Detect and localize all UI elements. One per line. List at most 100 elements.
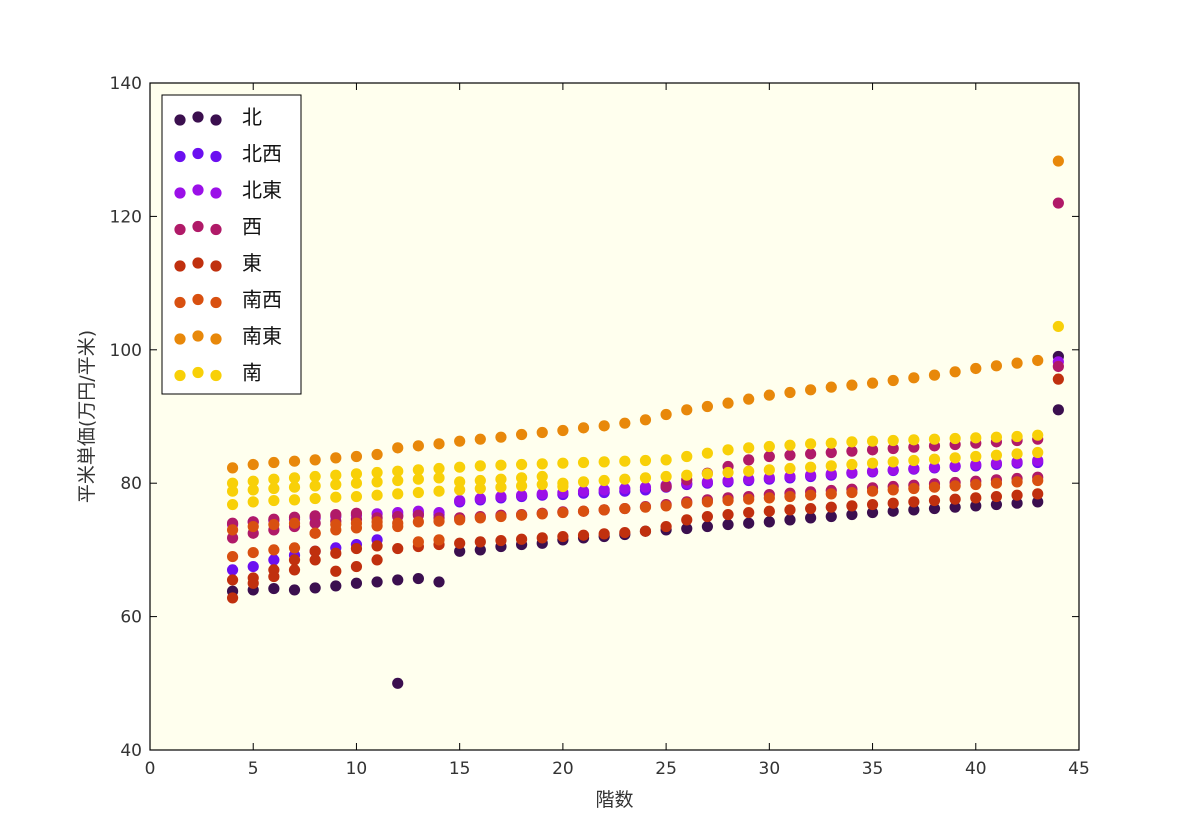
point-0-35 xyxy=(949,501,961,513)
point-5-37 xyxy=(990,477,1003,489)
point-2-37 xyxy=(990,457,1003,469)
legend-marker xyxy=(192,330,204,342)
point-7-58 xyxy=(577,456,590,469)
point-2-38 xyxy=(1011,456,1023,468)
point-7-59 xyxy=(598,456,610,468)
point-1-2 xyxy=(268,554,280,566)
legend-label: 西 xyxy=(242,215,262,239)
point-6-16 xyxy=(557,424,569,437)
point-3-48 xyxy=(660,480,672,493)
point-4-7 xyxy=(371,540,383,552)
point-3-67 xyxy=(1052,360,1064,373)
point-7-6 xyxy=(350,490,363,503)
point-6-26 xyxy=(763,389,775,401)
point-7-5 xyxy=(330,491,342,503)
point-4-13 xyxy=(495,534,507,547)
point-4-27 xyxy=(784,504,796,516)
point-7-95 xyxy=(516,472,528,484)
point-7-60 xyxy=(619,455,631,467)
point-5-12 xyxy=(474,512,486,524)
point-6-34 xyxy=(928,369,941,381)
point-7-36 xyxy=(970,450,982,463)
point-4-16 xyxy=(557,530,569,543)
point-0-8 xyxy=(392,574,404,586)
point-5-3 xyxy=(288,542,301,554)
point-7-2 xyxy=(268,494,280,507)
legend-marker xyxy=(174,369,186,382)
legend-marker xyxy=(192,184,204,196)
point-0-12 xyxy=(474,544,486,556)
data-points xyxy=(226,155,1064,689)
point-7-8 xyxy=(392,488,404,500)
point-4-25 xyxy=(743,506,755,519)
legend-item: 北 xyxy=(174,105,262,129)
point-3-46 xyxy=(330,508,342,521)
point-6-14 xyxy=(516,428,528,441)
point-7-27 xyxy=(784,462,796,475)
point-7-83 xyxy=(268,482,280,495)
point-3-55 xyxy=(805,448,817,460)
point-2-19 xyxy=(619,482,631,495)
point-3-59 xyxy=(887,442,899,455)
point-5-20 xyxy=(639,501,652,513)
point-7-45 xyxy=(309,470,321,483)
legend-item: 南西 xyxy=(174,288,282,312)
point-7-66 xyxy=(743,442,755,454)
point-5-9 xyxy=(412,516,424,528)
point-5-23 xyxy=(701,496,714,508)
plot-frame xyxy=(149,82,1080,751)
legend-marker xyxy=(210,296,222,309)
point-0-7 xyxy=(371,576,383,588)
point-3-52 xyxy=(743,454,755,466)
point-7-12 xyxy=(474,482,486,495)
point-7-15 xyxy=(536,478,548,491)
point-4-39 xyxy=(1032,488,1044,500)
point-2-32 xyxy=(887,464,899,476)
legend-label: 南 xyxy=(242,361,262,385)
point-7-39 xyxy=(1032,446,1044,459)
point-6-2 xyxy=(268,456,280,469)
point-4-3 xyxy=(288,564,301,576)
legend-item: 南 xyxy=(174,361,262,385)
point-0-22 xyxy=(681,522,693,535)
point-7-14 xyxy=(516,480,528,492)
point-3-47 xyxy=(350,507,363,519)
point-5-34 xyxy=(928,481,941,493)
legend-marker xyxy=(210,369,222,382)
point-7-52 xyxy=(454,461,466,473)
point-5-24 xyxy=(722,494,734,507)
point-7-89 xyxy=(392,474,404,487)
point-4-19 xyxy=(619,526,631,539)
legend-item: 北西 xyxy=(174,142,282,166)
point-6-8 xyxy=(392,442,404,454)
point-6-20 xyxy=(639,414,652,426)
y-tick-label: 80 xyxy=(120,474,142,494)
point-0-4 xyxy=(309,582,321,594)
point-3-58 xyxy=(866,444,879,456)
point-6-13 xyxy=(495,431,507,443)
point-7-73 xyxy=(887,434,899,447)
point-5-45 xyxy=(330,518,342,531)
point-4-47 xyxy=(350,560,363,573)
point-2-12 xyxy=(474,492,486,505)
point-7-13 xyxy=(495,481,507,493)
legend-marker xyxy=(192,257,204,269)
point-7-38 xyxy=(1011,448,1023,460)
x-axis-label: 階数 xyxy=(595,789,633,811)
point-7-0 xyxy=(226,498,239,511)
x-tick-label: 35 xyxy=(862,759,884,779)
point-6-6 xyxy=(350,450,363,463)
point-3-0 xyxy=(226,532,239,544)
point-7-92 xyxy=(454,476,466,488)
point-7-3 xyxy=(288,494,301,506)
point-2-20 xyxy=(639,481,652,493)
point-4-4 xyxy=(309,554,321,566)
x-tick-label: 30 xyxy=(759,759,781,779)
point-6-15 xyxy=(536,426,548,439)
point-7-86 xyxy=(330,478,342,491)
point-2-26 xyxy=(763,472,775,484)
point-0-11 xyxy=(454,545,466,557)
point-4-48 xyxy=(371,554,383,566)
point-2-17 xyxy=(577,485,590,497)
point-6-12 xyxy=(474,433,486,445)
